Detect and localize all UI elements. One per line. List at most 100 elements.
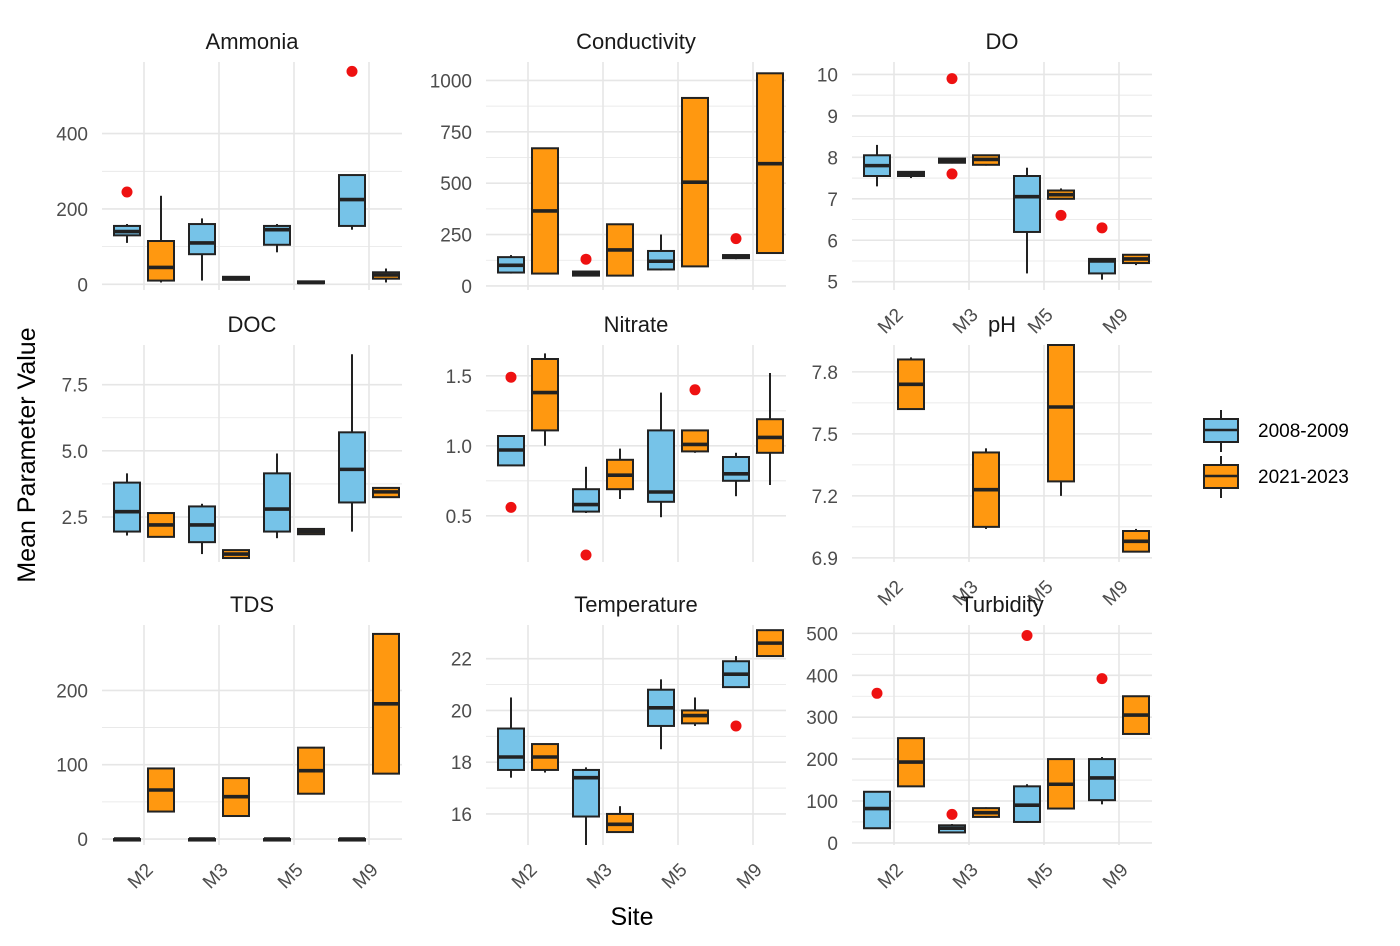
outlier-point [946, 808, 958, 820]
x-axis-title: Site [610, 903, 653, 931]
y-tick-label: 0 [77, 830, 88, 851]
box-m2-2021-2023 [897, 357, 925, 411]
outlier-point [1096, 222, 1108, 234]
y-tick-label: 300 [806, 708, 838, 729]
y-tick-label: 0.5 [446, 507, 472, 528]
box-m5-2008-2009 [647, 234, 675, 271]
box-m9-2008-2009 [1088, 222, 1116, 280]
legend: 2008-2009 2021-2023 [1203, 410, 1349, 498]
box-m5-2008-2009 [263, 837, 291, 842]
box-m3-2008-2009 [572, 253, 600, 277]
y-tick-label: 6.9 [812, 549, 838, 570]
outlier-point [346, 65, 358, 77]
box-iqr [1013, 175, 1041, 233]
box-iqr [681, 429, 709, 453]
box-iqr [1047, 344, 1075, 483]
box-m5-2008-2009 [263, 453, 291, 539]
box-m2-2008-2009 [863, 687, 891, 830]
box-m2-2021-2023 [147, 512, 175, 538]
y-tick-label: 0 [461, 277, 472, 298]
box-m2-2008-2009 [863, 144, 891, 187]
facet-title: Conductivity [576, 29, 696, 54]
box-iqr [338, 431, 366, 504]
outlier-point [1021, 629, 1033, 641]
y-tick-label: 7.5 [812, 425, 838, 446]
y-tick-label: 7 [827, 190, 838, 211]
box-m2-2008-2009 [113, 473, 141, 536]
outlier-point [689, 384, 701, 396]
facet-title: DO [986, 29, 1019, 54]
box-m3-2021-2023 [606, 223, 634, 277]
box-m3-2008-2009 [188, 503, 216, 555]
box-m3-2021-2023 [606, 448, 634, 499]
outlier-point [121, 186, 133, 198]
box-m5-2021-2023 [297, 527, 325, 536]
box-m5-2021-2023 [681, 697, 709, 726]
box-m2-2021-2023 [531, 353, 559, 446]
y-tick-label: 9 [827, 107, 838, 128]
box-m2-2021-2023 [531, 743, 559, 773]
box-m5-2008-2009 [647, 392, 675, 518]
box-m5-2021-2023 [1047, 758, 1075, 810]
facet-doc: DOC 2.5 5.0 7.5 [62, 312, 402, 562]
facet-title: DOC [228, 312, 277, 337]
y-axis-title: Mean Parameter Value [13, 327, 41, 582]
box-iqr [147, 240, 175, 282]
y-tick-label: 1.0 [446, 437, 472, 458]
legend-label: 2021-2023 [1258, 467, 1349, 488]
y-tick-label: 7.2 [812, 487, 838, 508]
box-m9-2008-2009 [338, 837, 366, 842]
box-iqr [572, 488, 600, 513]
box-m9-2021-2023 [756, 373, 784, 485]
outlier-point [1096, 673, 1108, 685]
facet-title: pH [988, 312, 1016, 337]
box-m9-2008-2009 [1088, 673, 1116, 805]
box-m5-2008-2009 [263, 224, 291, 253]
y-tick-label: 0 [827, 834, 838, 855]
box-m9-2021-2023 [372, 268, 400, 283]
box-m2-2021-2023 [531, 147, 559, 275]
box-m9-2021-2023 [372, 486, 400, 499]
y-tick-label: 400 [806, 666, 838, 687]
box-m9-2008-2009 [338, 65, 366, 230]
box-m9-2021-2023 [756, 629, 784, 658]
box-m2-2008-2009 [497, 371, 525, 513]
outlier-point [946, 168, 958, 180]
box-m9-2008-2009 [722, 233, 750, 260]
outlier-point [505, 501, 517, 513]
y-tick-label: 10 [817, 65, 838, 86]
box-m9-2021-2023 [372, 632, 400, 775]
legend-label: 2008-2009 [1258, 421, 1349, 442]
facet-title: Temperature [574, 592, 698, 617]
y-tick-label: 2.5 [62, 508, 88, 529]
facet-title: TDS [230, 592, 274, 617]
box-m3-2008-2009 [572, 466, 600, 561]
outlier-point [1055, 209, 1067, 221]
box-m3-2021-2023 [222, 549, 250, 560]
box-m9-2008-2009 [722, 452, 750, 497]
outlier-point [580, 253, 592, 265]
box-m2-2021-2023 [147, 195, 175, 283]
y-tick-label: 250 [440, 226, 472, 247]
legend-entry-2021-2023: 2021-2023 [1203, 456, 1349, 498]
box-m9-2008-2009 [338, 354, 366, 532]
y-tick-label: 5.0 [62, 442, 88, 463]
box-m9-2021-2023 [1122, 695, 1150, 735]
outlier-point [730, 720, 742, 732]
y-tick-label: 200 [56, 681, 88, 702]
box-m3-2021-2023 [972, 807, 1000, 818]
y-tick-label: 8 [827, 148, 838, 169]
y-tick-label: 1000 [430, 71, 472, 92]
box-m3-2008-2009 [188, 218, 216, 281]
box-m2-2008-2009 [497, 255, 525, 274]
legend-entry-2008-2009: 2008-2009 [1203, 410, 1349, 452]
box-m2-2021-2023 [897, 170, 925, 179]
box-m3-2021-2023 [606, 806, 634, 834]
y-tick-label: 500 [806, 624, 838, 645]
box-iqr [497, 727, 525, 771]
box-m3-2021-2023 [222, 275, 250, 281]
box-m5-2021-2023 [297, 746, 325, 795]
box-m3-2008-2009 [188, 837, 216, 842]
